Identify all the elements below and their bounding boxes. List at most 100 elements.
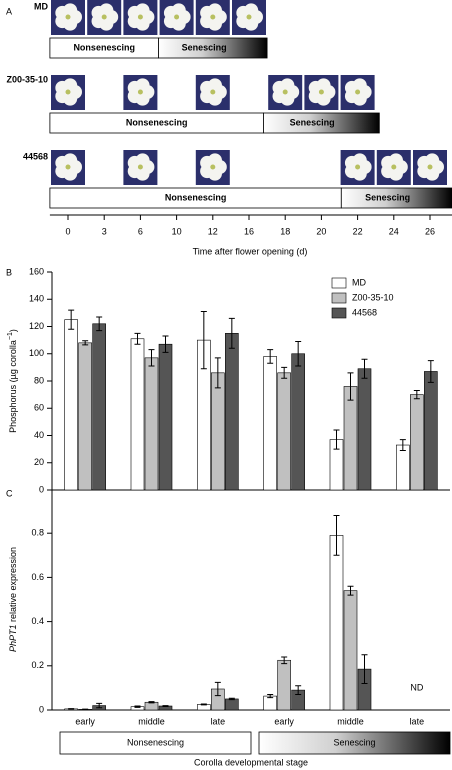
bar <box>263 695 277 711</box>
petal <box>316 78 331 93</box>
bar <box>64 319 78 491</box>
legend-label: Z00-35-10 <box>352 292 394 302</box>
petal <box>63 153 78 168</box>
flower-center <box>137 89 143 95</box>
annotation: ND <box>410 682 423 692</box>
flower <box>127 3 155 31</box>
error-bar <box>333 429 340 450</box>
flower <box>272 78 300 106</box>
error-bar <box>134 705 141 708</box>
error-bar <box>162 705 169 707</box>
x-tick-label: 12 <box>208 226 218 236</box>
flower-center <box>210 14 216 20</box>
petal <box>63 78 78 93</box>
error-bar <box>148 349 155 367</box>
petal <box>207 78 222 93</box>
petal <box>352 153 367 168</box>
y-tick-label: 0.6 <box>31 572 44 582</box>
bar <box>329 535 344 711</box>
flower <box>55 153 82 181</box>
error-bar <box>96 702 103 709</box>
phase-label: Nonsenescing <box>127 737 184 747</box>
phase-label: Senescing <box>290 117 335 127</box>
y-tick-label: 120 <box>29 321 44 331</box>
panel-label: C <box>6 488 13 498</box>
x-tick-label: early <box>75 716 95 726</box>
petal <box>280 78 295 93</box>
y-tick-label: 0.8 <box>31 528 44 538</box>
panel-label: A <box>6 6 12 16</box>
bar <box>357 368 372 491</box>
bar <box>158 343 173 491</box>
y-tick-label: 160 <box>29 266 44 276</box>
y-tick-label: 100 <box>29 348 44 358</box>
bar <box>410 394 424 491</box>
flower-center <box>65 89 71 95</box>
petal <box>352 78 367 93</box>
error-bar <box>228 697 235 701</box>
error-bar <box>281 656 288 665</box>
flower <box>236 3 263 31</box>
y-tick-label: 0 <box>39 484 44 494</box>
legend-swatch <box>331 277 347 289</box>
phase-label: Senescing <box>182 42 227 52</box>
phase-label: Nonsenescing <box>73 42 135 52</box>
error-bar <box>148 701 155 704</box>
bar <box>424 371 438 491</box>
error-bar <box>333 515 340 556</box>
flower-center <box>210 89 216 95</box>
error-bar <box>427 360 434 383</box>
flower <box>127 153 155 181</box>
flower <box>417 153 444 181</box>
error-bar <box>267 694 274 699</box>
x-tick-label: 26 <box>425 226 435 236</box>
error-bar <box>134 332 141 345</box>
flower <box>200 3 227 31</box>
petal <box>207 153 222 168</box>
y-tick-label: 40 <box>34 430 44 440</box>
y-label-text: Phosphorus (µg corolla <box>8 340 18 433</box>
petal <box>99 3 114 18</box>
flower <box>91 3 119 31</box>
x-tick-label: 10 <box>172 226 182 236</box>
x-tick-label: 3 <box>102 226 107 236</box>
y-axis-label: Phosphorus (µg corolla−1) <box>7 329 18 433</box>
error-bar <box>347 585 354 596</box>
flower <box>344 78 372 106</box>
bar <box>144 357 159 491</box>
x-axis-label: Corolla developmental stage <box>194 757 308 767</box>
bar <box>225 698 239 711</box>
flower <box>55 3 82 31</box>
bar <box>225 333 239 491</box>
petal <box>244 3 259 18</box>
flower <box>344 153 372 181</box>
error-bar <box>200 703 207 706</box>
error-bar <box>200 311 207 370</box>
bar <box>211 372 225 491</box>
flower <box>308 78 336 106</box>
y-label-sup: −1 <box>7 332 14 340</box>
x-axis-label: Time after flower opening (d) <box>193 246 308 256</box>
legend-swatch <box>331 292 347 304</box>
x-tick-label: 0 <box>65 226 70 236</box>
y-tick-label: 0.4 <box>31 616 44 626</box>
flower <box>381 153 408 181</box>
x-tick-label: late <box>410 716 425 726</box>
error-bar <box>399 439 406 451</box>
x-tick-label: middle <box>337 716 364 726</box>
bar <box>78 342 92 491</box>
flower-center <box>65 14 71 20</box>
y-tick-label: 60 <box>34 403 44 413</box>
x-tick-label: 20 <box>316 226 326 236</box>
flower-center <box>391 164 397 170</box>
y-tick-label: 0 <box>39 704 44 714</box>
flower-center <box>137 14 143 20</box>
y-tick-label: 140 <box>29 294 44 304</box>
y-tick-label: 20 <box>34 457 44 467</box>
bar <box>396 444 410 491</box>
y-tick-label: 0.2 <box>31 660 44 670</box>
flower <box>127 78 155 106</box>
phase-bar <box>59 731 252 755</box>
y-label-text: relative expression <box>8 547 18 622</box>
